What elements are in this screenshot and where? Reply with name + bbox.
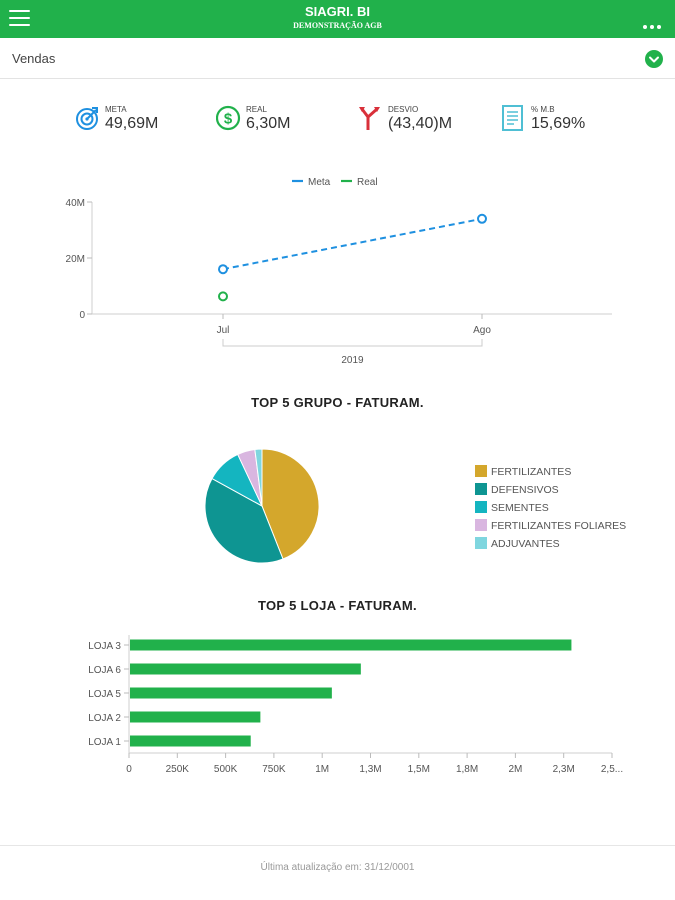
hamburger-menu-icon[interactable] (9, 10, 30, 28)
x-tick-label: 2,5... (601, 764, 623, 775)
legend-swatch-fertilizantes (475, 465, 487, 477)
data-point-real (218, 291, 228, 302)
legend-swatch-adjuvantes (475, 537, 487, 549)
bar-loja-1 (130, 735, 251, 747)
pie-slice-defensivos (204, 477, 284, 564)
app-subtitle: DEMONSTRAÇÃO AGB (293, 21, 382, 30)
svg-text:$: $ (224, 111, 233, 128)
section-label: Vendas (12, 51, 56, 66)
legend-label-sementes: SEMENTES (491, 502, 549, 514)
y-tick-label: 40M (66, 198, 85, 209)
kpi-mb-label: % M.B (531, 105, 555, 114)
bar-chart-title: TOP 5 LOJA - FATURAM. (258, 598, 417, 613)
x-group-bracket (222, 339, 483, 347)
chevron-down-circle-icon[interactable] (645, 50, 663, 68)
x-tick-label: 250K (166, 764, 190, 775)
bar-category-label: LOJA 6 (88, 665, 121, 676)
legend-label-defensivos: DEFENSIVOS (491, 484, 559, 496)
legend-swatch-fertilizantes-foliares (475, 519, 487, 531)
last-update-text: Última atualização em: 31/12/0001 (260, 862, 415, 873)
y-tick-label: 20M (66, 254, 85, 265)
kpi-real-label: REAL (246, 105, 267, 114)
x-tick-label: Ago (473, 325, 491, 336)
x-tick-label: 2,3M (553, 764, 575, 775)
x-tick-label: 0 (126, 764, 132, 775)
x-tick-label: 1M (315, 764, 329, 775)
y-tick-label: 0 (79, 310, 85, 321)
pie-slice-adjuvantes (254, 448, 263, 507)
legend-label-fertilizantes-foliares: FERTILIZANTES FOLIARES (491, 520, 626, 532)
dollar-circle-icon: $ (216, 105, 241, 131)
pie-slice-fertilizantes (261, 448, 320, 560)
kpi-mb-value: 15,69% (531, 115, 586, 132)
legend-swatch-sementes (475, 501, 487, 513)
x-tick-label: 1,5M (408, 764, 430, 775)
bar-chart: LOJA 3 LOJA 6 LOJA 5 LOJA 2 LOJA 1 0 250K 500K 7… (88, 635, 623, 775)
bar-loja-6 (130, 663, 361, 675)
kpi-real-value: 6,30M (246, 115, 291, 132)
line-chart: Meta Real 0 20M 40M Jul Ago 2019 (66, 177, 612, 366)
pie-chart: FERTILIZANTES DEFENSIVOS SEMENTES FERTILIZA… (204, 448, 626, 564)
bar-loja-3 (130, 639, 572, 651)
x-group-label: 2019 (341, 355, 364, 366)
x-tick-label: 2M (508, 764, 522, 775)
legend-label-fertilizantes: FERTILIZANTES (491, 466, 571, 478)
legend-label-meta: Meta (308, 177, 331, 188)
kpi-desvio-value: (43,40)M (388, 115, 453, 132)
bar-loja-5 (130, 687, 332, 699)
x-tick-label: Jul (217, 325, 230, 336)
x-tick-label: 750K (262, 764, 286, 775)
bar-category-label: LOJA 5 (88, 689, 121, 700)
more-dots-icon[interactable] (643, 16, 665, 29)
kpi-meta-value: 49,69M (105, 115, 159, 132)
x-tick-label: 500K (214, 764, 238, 775)
x-tick-label: 1,8M (456, 764, 478, 775)
bar-loja-2 (130, 711, 261, 723)
x-tick-label: 1,3M (359, 764, 381, 775)
footer-divider (0, 845, 675, 846)
app-title: SIAGRI. BI (304, 4, 370, 19)
top-app-bar: SIAGRI. BI DEMONSTRAÇÃO AGB (0, 0, 675, 38)
pie-chart-title: TOP 5 GRUPO - FATURAM. (251, 395, 424, 410)
document-icon (502, 105, 523, 131)
series-line-meta (222, 217, 483, 271)
legend-label-real: Real (357, 177, 378, 188)
target-icon (76, 107, 98, 130)
section-selector[interactable]: Vendas (0, 38, 675, 79)
bar-category-label: LOJA 1 (88, 737, 121, 748)
legend-label-adjuvantes: ADJUVANTES (491, 538, 560, 550)
split-arrows-icon (359, 107, 380, 130)
bar-category-label: LOJA 2 (88, 713, 121, 724)
kpi-meta-label: META (105, 105, 127, 114)
data-point-meta (218, 264, 228, 275)
data-point-meta (477, 213, 487, 224)
kpi-desvio-label: DESVIO (388, 105, 419, 114)
bar-category-label: LOJA 3 (88, 641, 121, 652)
legend-swatch-defensivos (475, 483, 487, 495)
